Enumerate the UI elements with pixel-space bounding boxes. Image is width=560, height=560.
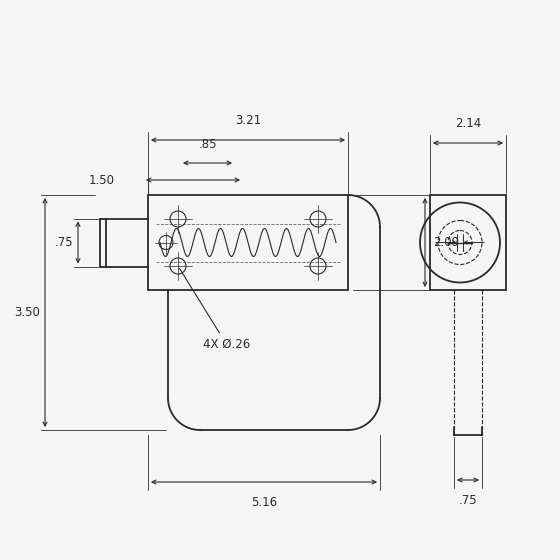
Text: .75: .75 xyxy=(459,494,477,507)
Text: 3.21: 3.21 xyxy=(235,114,261,127)
Text: 2.14: 2.14 xyxy=(455,117,481,130)
Text: 1.50: 1.50 xyxy=(89,174,115,186)
Text: .75: .75 xyxy=(54,236,73,249)
Text: 5.16: 5.16 xyxy=(251,496,277,509)
Text: 2.09: 2.09 xyxy=(433,236,459,249)
Text: 3.50: 3.50 xyxy=(14,306,40,319)
Text: .85: .85 xyxy=(198,138,217,151)
Text: 4X Ø.26: 4X Ø.26 xyxy=(179,268,250,351)
